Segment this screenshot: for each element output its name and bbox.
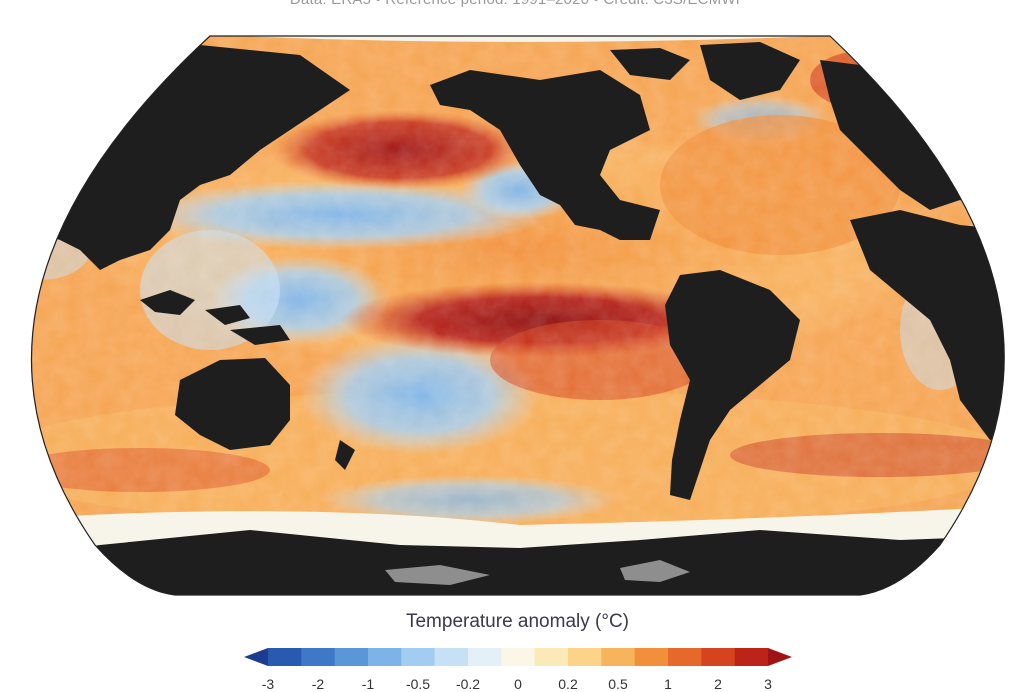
colorbar-tick-label: -0.5	[405, 676, 431, 692]
legend-title: Temperature anomaly (°C)	[405, 611, 629, 632]
colorbar-segment	[701, 648, 736, 666]
colorbar-segment	[301, 648, 336, 666]
colorbar-segment	[534, 648, 569, 666]
colorbar-segment	[334, 648, 369, 666]
colorbar-segment	[368, 648, 402, 666]
south-america-land	[665, 270, 800, 500]
landmasses	[31, 42, 1005, 595]
colorbar-tick-label: 3	[764, 676, 772, 692]
colorbar-segment	[668, 648, 702, 666]
colorbar-tick-label: -3	[261, 676, 275, 692]
colorbar-segment	[734, 648, 769, 666]
north-america-land	[430, 70, 660, 240]
colorbar-tick-label: -0.2	[455, 676, 481, 692]
africa-land	[850, 210, 1005, 440]
colorbar-segment	[501, 648, 536, 666]
colorbar-tick-label: 0.5	[608, 676, 628, 692]
colorbar-segment	[468, 648, 502, 666]
colorbar-tick-label: 1	[664, 676, 672, 692]
ronne-ice-shelf	[620, 560, 690, 582]
colorbar-segment	[601, 648, 636, 666]
colorbar-arrow-low	[244, 648, 268, 666]
ocean-anomaly-field	[31, 36, 1005, 595]
australia-land	[175, 358, 290, 450]
colorbar-tick-label: 0.2	[558, 676, 578, 692]
colorbar-segment	[268, 648, 302, 666]
colorbar-segment	[634, 648, 669, 666]
ross-ice-shelf	[385, 565, 490, 585]
colorbar-segment	[434, 648, 469, 666]
antarctica-land	[31, 530, 1005, 595]
colorbar-tick-label: -1	[361, 676, 375, 692]
colorbar-tick-label: -2	[311, 676, 325, 692]
colorbar-tick-label: 0	[514, 676, 522, 692]
temperature-anomaly-map	[30, 35, 1005, 596]
colorbar-arrow-high	[768, 648, 792, 666]
data-credit-text: Data: ERA5 • Reference period: 1991–2020…	[0, 0, 1035, 8]
colorbar-segment	[401, 648, 436, 666]
colorbar-tick-label: 2	[714, 676, 722, 692]
colorbar-segment	[568, 648, 602, 666]
